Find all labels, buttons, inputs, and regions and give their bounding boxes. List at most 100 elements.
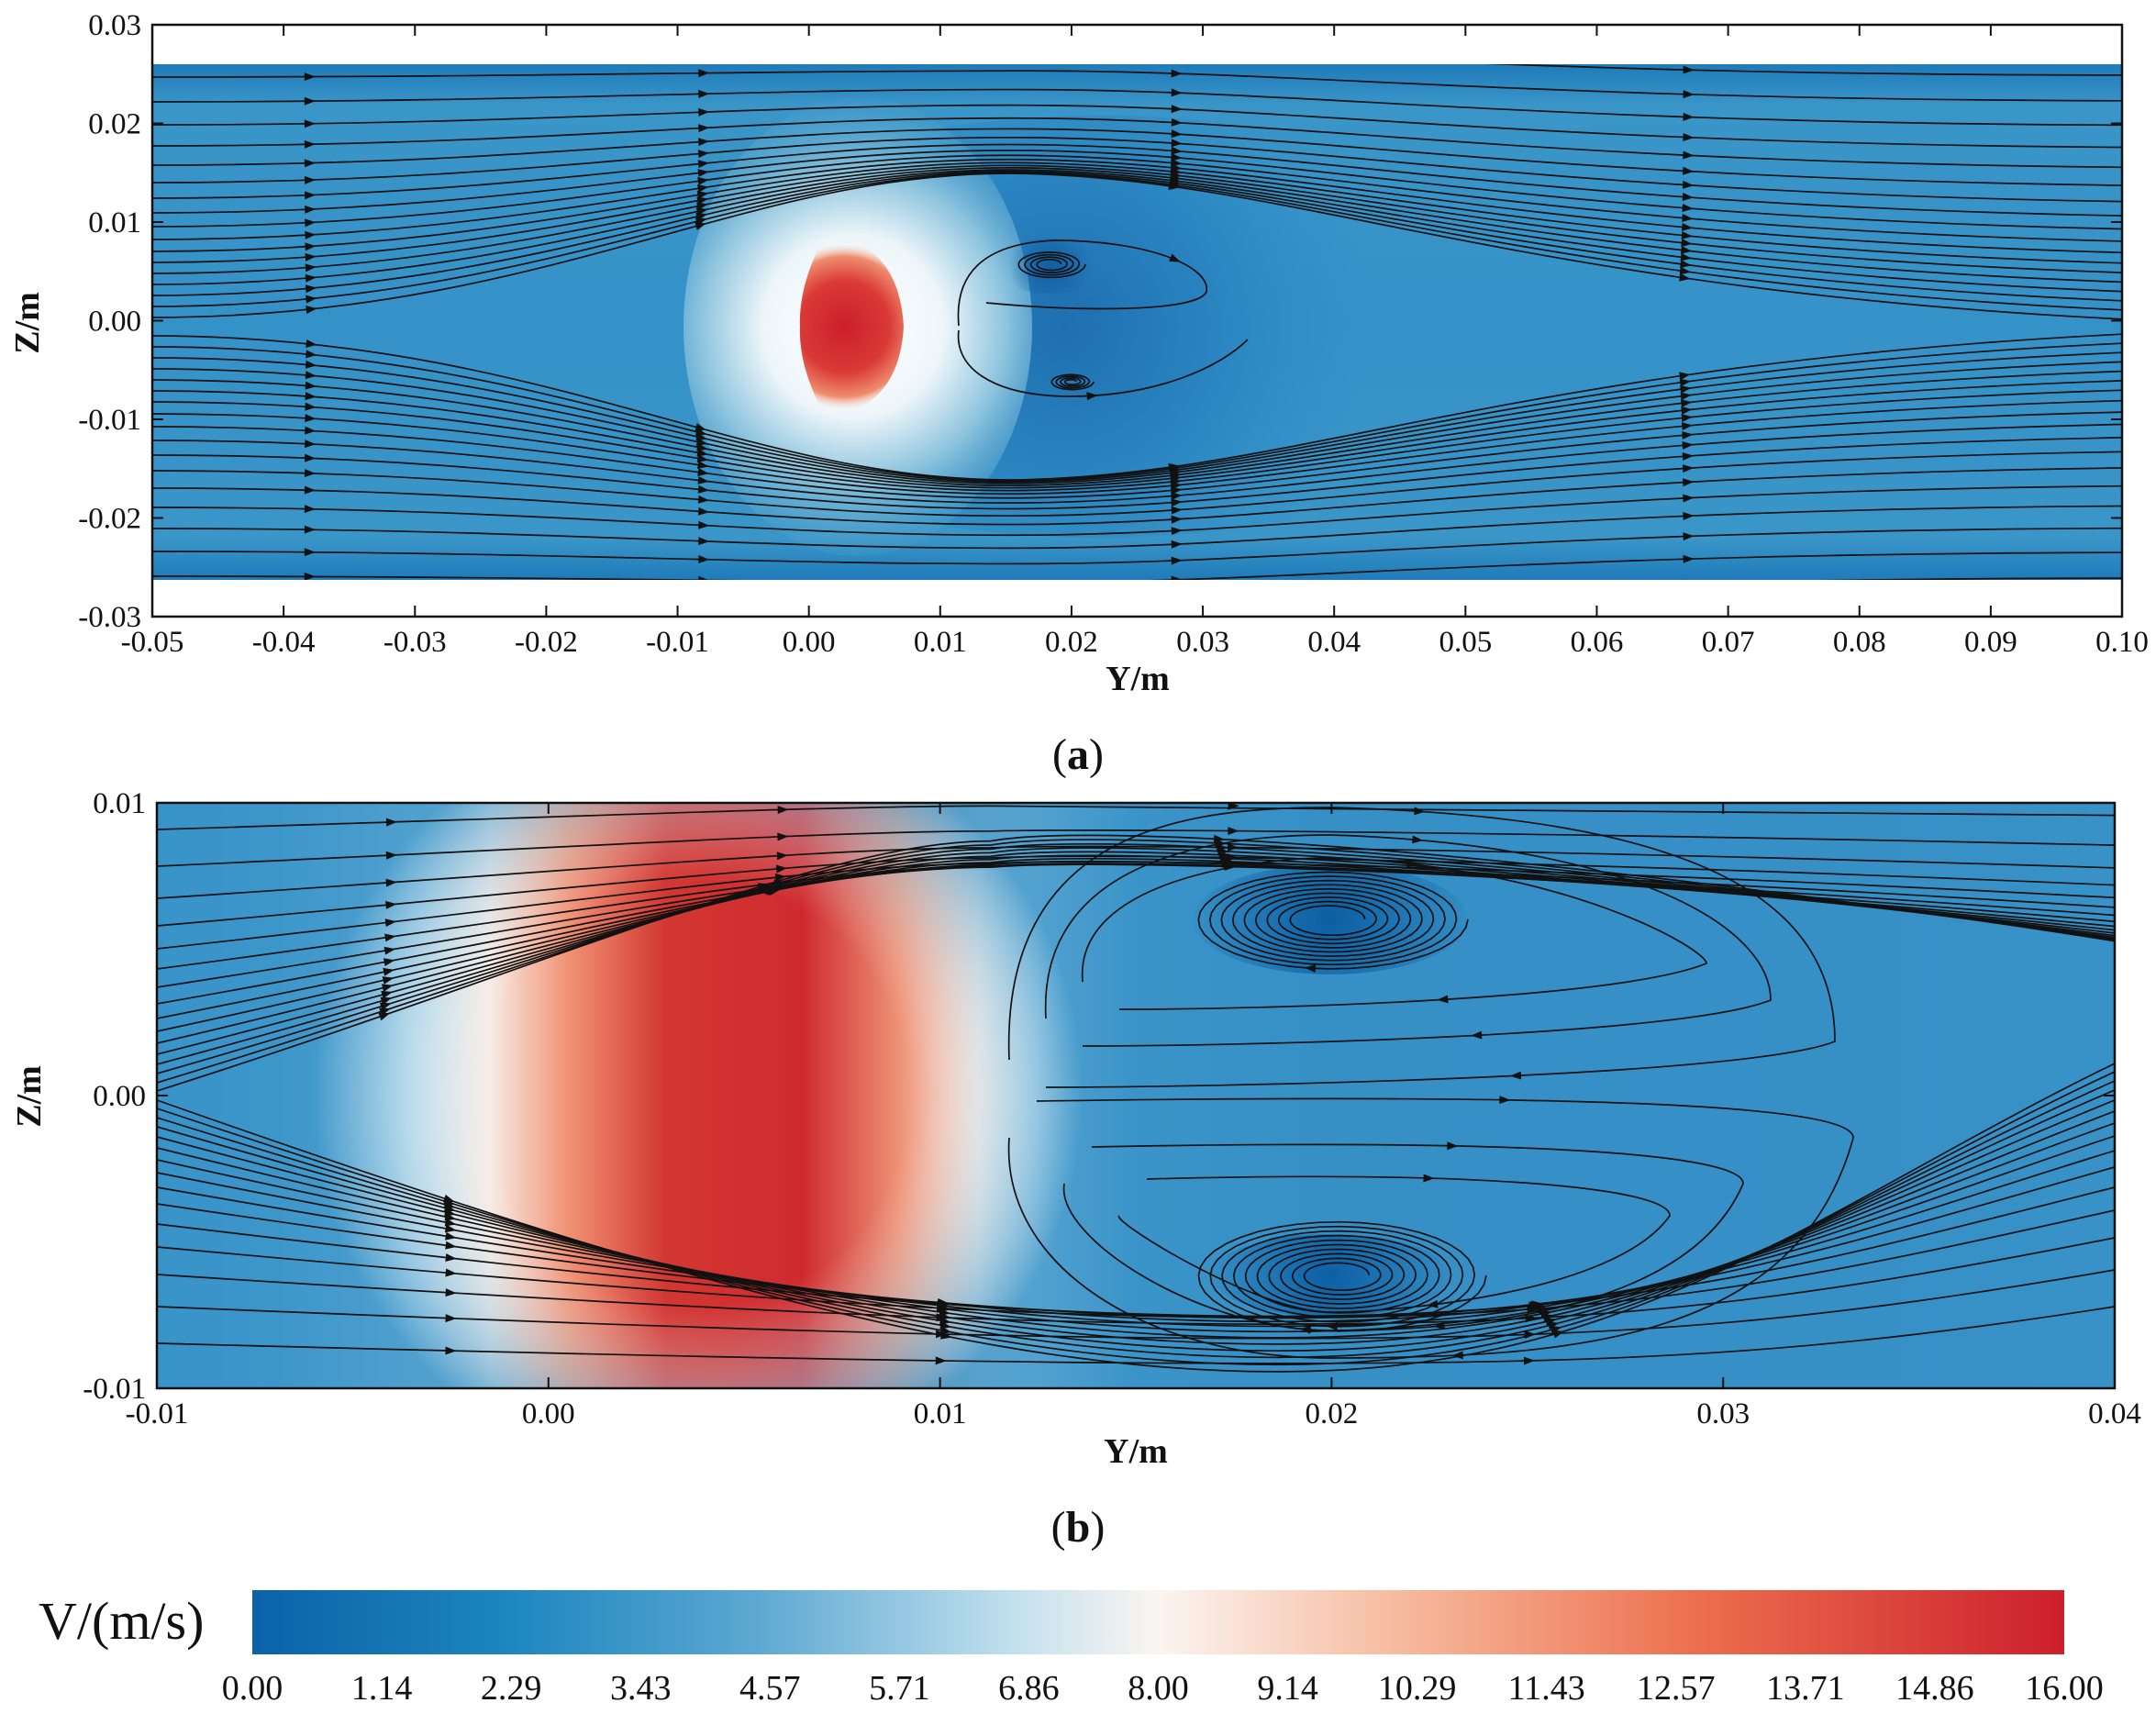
x-tick-label: 0.10 (2095, 626, 2149, 659)
streamline-arrow (1527, 1305, 1539, 1314)
panel-a-axes: -0.05 -0.04 -0.03 -0.02 -0.01 0.00 0.01 0.02 0.0… (78, 9, 2149, 659)
y-tick-label: 0.03 (88, 9, 141, 42)
streamline-arrow (777, 806, 789, 815)
streamline-arrow (304, 139, 316, 149)
streamline (157, 851, 2115, 1055)
x-tick-label: -0.05 (121, 626, 184, 659)
streamline-arrow (305, 252, 317, 262)
streamline-arrow (1683, 579, 1695, 580)
streamline-arrow (305, 205, 317, 214)
streamline-arrow (695, 222, 707, 230)
streamline-arrow (1680, 260, 1692, 269)
streamline-arrow (1172, 597, 1183, 606)
streamline (152, 164, 2122, 273)
streamline (152, 88, 2122, 127)
streamline-arrow (305, 218, 317, 228)
streamline-arrow (1683, 132, 1695, 141)
x-tick-label: 0.03 (1176, 626, 1229, 659)
streamline-arrow (305, 598, 316, 607)
streamline-arrow (698, 124, 710, 133)
streamline-arrow (1171, 486, 1183, 495)
streamline-arrow (445, 1288, 457, 1297)
x-tick-label: -0.02 (515, 626, 578, 659)
x-tick-label: 0.01 (914, 1397, 967, 1430)
streamline-arrow (305, 284, 317, 294)
streamline-arrow (1228, 770, 1239, 778)
streamline-arrow (1679, 378, 1692, 387)
streamline-arrow (1171, 152, 1183, 161)
colorbar-tick-label: 5.71 (869, 1669, 930, 1708)
colorbar-tick-label: 14.86 (1895, 1669, 1974, 1708)
streamline (152, 173, 2122, 320)
streamline-arrow (697, 184, 709, 193)
panel-a-streamlines (152, 48, 2122, 607)
streamline-arrow (304, 119, 316, 128)
streamline-arrow (697, 138, 710, 147)
lower-vortex (1050, 373, 1095, 391)
streamline-arrow (936, 1304, 949, 1312)
streamline-arrow (305, 263, 317, 273)
x-tick-label: -0.01 (126, 1397, 189, 1430)
streamline-arrow (1213, 834, 1226, 843)
streamline (152, 484, 2122, 537)
x-tick-label: 0.08 (1833, 626, 1886, 659)
streamline-arrow (445, 1241, 457, 1250)
streamline (152, 437, 2122, 510)
colorbar-tick-label: 4.57 (739, 1669, 801, 1708)
streamline (152, 169, 2122, 293)
panel-a-xlabel: Y/m (1106, 660, 1170, 698)
streamline-arrow (305, 242, 317, 251)
streamline-arrow (1683, 512, 1695, 521)
colorbar-tick-label: 6.86 (998, 1669, 1060, 1708)
streamline (157, 1099, 2115, 1345)
y-tick-label: 0.00 (93, 1080, 146, 1113)
streamline-arrow (698, 575, 710, 580)
colorbar: V/(m/s) 0.00 1.14 2.29 3.43 4.57 5.71 6.86 8.00… (39, 1590, 2104, 1708)
streamline-arrow (305, 273, 317, 283)
streamline-arrow (1171, 506, 1183, 515)
streamline (152, 143, 2122, 217)
panel-b-axes: -0.01 0.00 0.01 0.02 0.03 0.04 0.01 0.00 -0.01 (83, 787, 2141, 1430)
streamline-arrow (1681, 414, 1694, 423)
panel-a-ylabel: Z/m (8, 292, 47, 354)
streamline-arrow (698, 537, 710, 546)
streamline-arrow (1683, 494, 1695, 503)
streamline-arrow (445, 1231, 457, 1241)
streamline-arrow (381, 984, 394, 993)
streamline-arrow (1406, 859, 1418, 868)
streamline-arrow (777, 832, 789, 841)
streamline-arrow (776, 851, 788, 861)
x-tick-label: -0.04 (252, 626, 316, 659)
streamline-arrow (1550, 1326, 1562, 1334)
streamline-arrow (1499, 1096, 1511, 1105)
streamline-arrow (1683, 554, 1695, 563)
streamline-arrow (775, 864, 788, 874)
streamline-arrow (1433, 1321, 1445, 1330)
streamline-arrow (1523, 1356, 1535, 1365)
streamline-arrow (697, 461, 709, 470)
streamline-arrow (1414, 807, 1426, 816)
streamline-arrow (1683, 90, 1695, 99)
streamline-arrow (1171, 492, 1183, 501)
streamline (152, 527, 2122, 565)
x-tick-label: 0.04 (2088, 1397, 2141, 1430)
streamline (152, 370, 2122, 487)
streamline-arrow (698, 107, 710, 117)
recirculation-loop (1007, 807, 1836, 1088)
streamline-arrow (385, 878, 397, 887)
streamline-arrow (696, 454, 709, 462)
streamline (157, 847, 2115, 1065)
streamline-arrow (1525, 1314, 1537, 1323)
streamline (157, 834, 2115, 1092)
colorbar-title: V/(m/s) (39, 1591, 204, 1651)
streamline-arrow (1680, 252, 1693, 262)
streamline-arrow (1172, 48, 1183, 56)
streamline-arrow (304, 96, 316, 106)
streamline-arrow (698, 599, 709, 607)
recirculation-loop (1045, 834, 1772, 1047)
streamline-arrow (1171, 556, 1183, 565)
streamline-arrow (1547, 1321, 1560, 1330)
streamline-arrow (1683, 532, 1695, 541)
streamline (157, 1080, 2115, 1359)
